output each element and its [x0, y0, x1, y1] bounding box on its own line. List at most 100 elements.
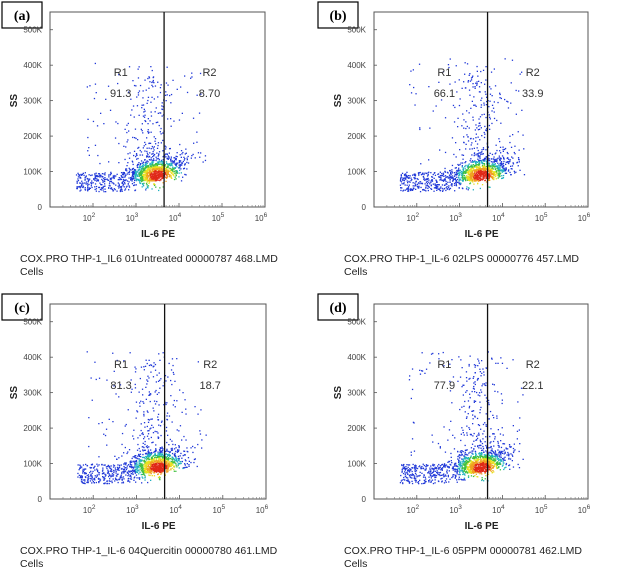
event-dot	[165, 170, 166, 171]
event-dot	[155, 187, 156, 188]
event-dot	[123, 469, 124, 470]
event-dot	[128, 464, 129, 465]
event-dot	[152, 70, 153, 71]
event-dot	[142, 170, 143, 171]
event-dot	[514, 171, 515, 172]
event-dot	[155, 180, 156, 181]
event-dot	[456, 65, 457, 66]
event-dot	[456, 183, 457, 184]
event-dot	[141, 430, 142, 431]
event-dot	[476, 169, 477, 170]
event-dot	[146, 166, 147, 167]
event-dot	[149, 456, 150, 457]
event-dot	[128, 183, 129, 184]
event-dot	[433, 174, 434, 175]
event-dot	[474, 400, 475, 401]
event-dot	[163, 385, 164, 386]
event-dot	[126, 165, 127, 166]
event-dot	[162, 454, 163, 455]
event-dot	[87, 178, 88, 179]
event-dot	[182, 177, 183, 178]
event-dot	[153, 456, 154, 457]
event-dot	[146, 379, 147, 380]
event-dot	[169, 363, 170, 364]
event-dot	[135, 156, 136, 157]
event-dot	[148, 454, 149, 455]
event-dot	[159, 151, 160, 152]
event-dot	[492, 105, 493, 106]
event-dot	[494, 101, 495, 102]
event-dot	[476, 66, 477, 67]
event-dot	[419, 64, 420, 65]
event-dot	[134, 151, 135, 152]
event-dot	[102, 476, 103, 477]
event-dot	[114, 480, 115, 481]
event-dot	[171, 178, 172, 179]
event-dot	[165, 404, 166, 405]
event-dot	[108, 476, 109, 477]
event-dot	[503, 177, 504, 178]
event-dot	[95, 178, 96, 179]
event-dot	[469, 75, 470, 76]
event-dot	[518, 90, 519, 91]
event-dot	[166, 415, 167, 416]
event-dot	[153, 168, 154, 169]
event-dot	[91, 377, 92, 378]
event-dot	[489, 160, 490, 161]
event-dot	[157, 175, 158, 176]
event-dot	[464, 166, 465, 167]
event-dot	[99, 183, 100, 184]
event-dot	[445, 117, 446, 118]
event-dot	[500, 163, 501, 164]
x-tick-label: 105	[213, 504, 226, 515]
region-value-r2: 33.9	[522, 88, 543, 100]
y-tick-label: 200K	[347, 424, 366, 433]
event-dot	[152, 174, 153, 175]
event-dot	[95, 175, 96, 176]
event-dot	[176, 459, 177, 460]
event-dot	[90, 474, 91, 475]
event-dot	[410, 180, 411, 181]
event-dot	[82, 472, 83, 473]
caption-b-line2: Cells	[344, 266, 367, 279]
event-dot	[160, 174, 161, 175]
event-dot	[514, 152, 515, 153]
event-dot	[473, 177, 474, 178]
event-dot	[471, 161, 472, 162]
event-dot	[474, 86, 475, 87]
event-dot	[112, 189, 113, 190]
event-dot	[174, 400, 175, 401]
event-dot	[503, 175, 504, 176]
event-dot	[469, 112, 470, 113]
event-dot	[453, 105, 454, 106]
event-dot	[405, 184, 406, 185]
event-dot	[146, 156, 147, 157]
event-dot	[167, 118, 168, 119]
event-dot	[489, 129, 490, 130]
x-tick-label: 102	[407, 212, 420, 223]
caption-a-line1: COX.PRO THP-1_IL6 01Untreated 00000787 4…	[20, 253, 278, 266]
event-dot	[168, 457, 169, 458]
event-dot	[184, 158, 185, 159]
event-dot	[186, 168, 187, 169]
event-dot	[514, 172, 515, 173]
event-dot	[143, 414, 144, 415]
caption-c-line1: COX.PRO THP-1_IL-6 04Quercitin 00000780 …	[20, 545, 277, 558]
event-dot	[191, 73, 192, 74]
event-dot	[194, 406, 195, 407]
event-dot	[134, 461, 135, 462]
event-dot	[103, 186, 104, 187]
event-dot	[76, 174, 77, 175]
event-dot	[92, 473, 93, 474]
event-dot	[518, 131, 519, 132]
event-dot	[160, 378, 161, 379]
event-dot	[146, 182, 147, 183]
event-dot	[103, 477, 104, 478]
event-dot	[155, 431, 156, 432]
event-dot	[79, 465, 80, 466]
event-dot	[127, 173, 128, 174]
event-dot	[403, 183, 404, 184]
event-dot	[443, 176, 444, 177]
event-dot	[494, 164, 495, 165]
